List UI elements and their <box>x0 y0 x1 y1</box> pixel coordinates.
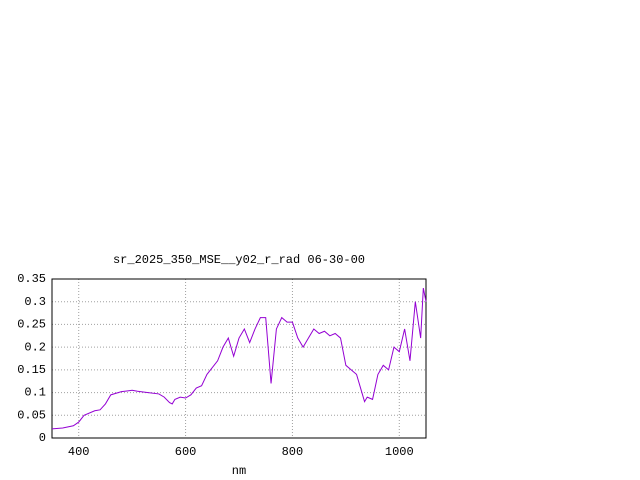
x-tick-label: 600 <box>175 445 197 459</box>
chart-title: sr_2025_350_MSE__y02_r_rad 06-30-00 <box>113 253 365 267</box>
y-tick-label: 0.2 <box>24 340 46 354</box>
x-tick-label: 1000 <box>385 445 414 459</box>
x-tick-label: 800 <box>282 445 304 459</box>
y-tick-label: 0.15 <box>17 363 46 377</box>
data-line <box>51 287 427 430</box>
y-tick-label: 0.3 <box>24 295 46 309</box>
y-tick-label: 0.1 <box>24 386 46 400</box>
plot-frame <box>51 278 427 439</box>
x-axis-label: nm <box>232 464 246 478</box>
y-tick-label: 0 <box>39 431 46 445</box>
y-tick-label: 0.35 <box>17 272 46 286</box>
x-tick-label: 400 <box>68 445 90 459</box>
y-tick-label: 0.25 <box>17 318 46 332</box>
y-tick-label: 0.05 <box>17 408 46 422</box>
